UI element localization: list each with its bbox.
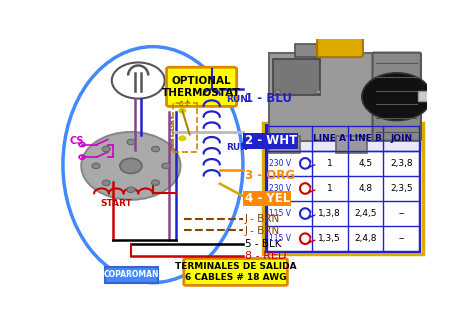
Text: 1: 1 [327, 184, 333, 193]
FancyBboxPatch shape [419, 91, 436, 101]
FancyBboxPatch shape [295, 44, 345, 57]
FancyBboxPatch shape [266, 125, 420, 252]
Text: J - BRN: J - BRN [245, 226, 280, 236]
Circle shape [120, 158, 142, 173]
Text: 115 V: 115 V [269, 209, 291, 218]
Text: 8 - RED: 8 - RED [245, 251, 286, 261]
Circle shape [127, 139, 135, 145]
Text: CS: CS [69, 136, 84, 146]
Text: 4,8: 4,8 [358, 184, 373, 193]
Text: 115 V: 115 V [269, 234, 291, 243]
Text: 2,3,5: 2,3,5 [390, 184, 413, 193]
Text: START: START [100, 199, 132, 208]
FancyBboxPatch shape [166, 67, 237, 106]
Text: 5 - BLK: 5 - BLK [245, 239, 281, 249]
FancyBboxPatch shape [105, 267, 158, 283]
Text: J - BRN: J - BRN [245, 214, 280, 224]
Circle shape [152, 146, 160, 152]
Text: 2,3,8: 2,3,8 [390, 159, 413, 168]
Circle shape [127, 187, 135, 192]
FancyBboxPatch shape [263, 123, 423, 254]
Circle shape [162, 163, 170, 169]
Circle shape [275, 90, 281, 94]
Circle shape [362, 73, 432, 121]
Circle shape [179, 136, 186, 141]
FancyBboxPatch shape [184, 259, 287, 285]
Circle shape [102, 146, 110, 152]
Text: 1,3,8: 1,3,8 [319, 209, 341, 218]
FancyBboxPatch shape [337, 136, 367, 153]
Text: o: o [178, 99, 183, 108]
Text: 1: 1 [327, 159, 333, 168]
Text: t: t [186, 99, 189, 108]
Text: LINE B: LINE B [349, 134, 382, 143]
Text: --: -- [398, 234, 405, 243]
Circle shape [179, 109, 186, 113]
Text: 2,4,8: 2,4,8 [354, 234, 377, 243]
Text: 2 - WHT: 2 - WHT [245, 134, 297, 147]
Circle shape [275, 27, 281, 31]
FancyBboxPatch shape [273, 59, 320, 95]
Text: --: -- [398, 209, 405, 218]
Text: WHT/GRY: WHT/GRY [169, 114, 175, 150]
Circle shape [102, 180, 110, 185]
Text: 2,4,5: 2,4,5 [354, 209, 377, 218]
FancyBboxPatch shape [373, 52, 421, 141]
Text: TERMINALES DE SALIDA
6 CABLES # 18 AWG: TERMINALES DE SALIDA 6 CABLES # 18 AWG [175, 262, 296, 282]
Text: JOIN: JOIN [390, 134, 412, 143]
Text: 230 V: 230 V [269, 159, 291, 168]
Text: RUN: RUN [227, 142, 248, 152]
Circle shape [92, 163, 100, 169]
Text: 4,5: 4,5 [358, 159, 373, 168]
Text: 3 - ORG: 3 - ORG [245, 170, 295, 183]
Text: LINE A: LINE A [313, 134, 346, 143]
Text: RUN: RUN [227, 95, 248, 104]
Circle shape [82, 132, 181, 200]
Text: 4 - YEL: 4 - YEL [245, 192, 290, 205]
Circle shape [152, 180, 160, 185]
Text: 1,3,5: 1,3,5 [319, 234, 341, 243]
Circle shape [316, 90, 321, 94]
FancyBboxPatch shape [269, 136, 301, 153]
Circle shape [316, 27, 321, 31]
FancyBboxPatch shape [317, 37, 363, 57]
FancyBboxPatch shape [266, 125, 420, 151]
FancyBboxPatch shape [269, 52, 376, 141]
Text: COPAROMAN: COPAROMAN [104, 270, 160, 279]
Text: 230 V: 230 V [269, 184, 291, 193]
Text: OPTIONAL
THERMOSTAT: OPTIONAL THERMOSTAT [162, 76, 241, 97]
Text: 1 - BLU: 1 - BLU [245, 92, 292, 105]
